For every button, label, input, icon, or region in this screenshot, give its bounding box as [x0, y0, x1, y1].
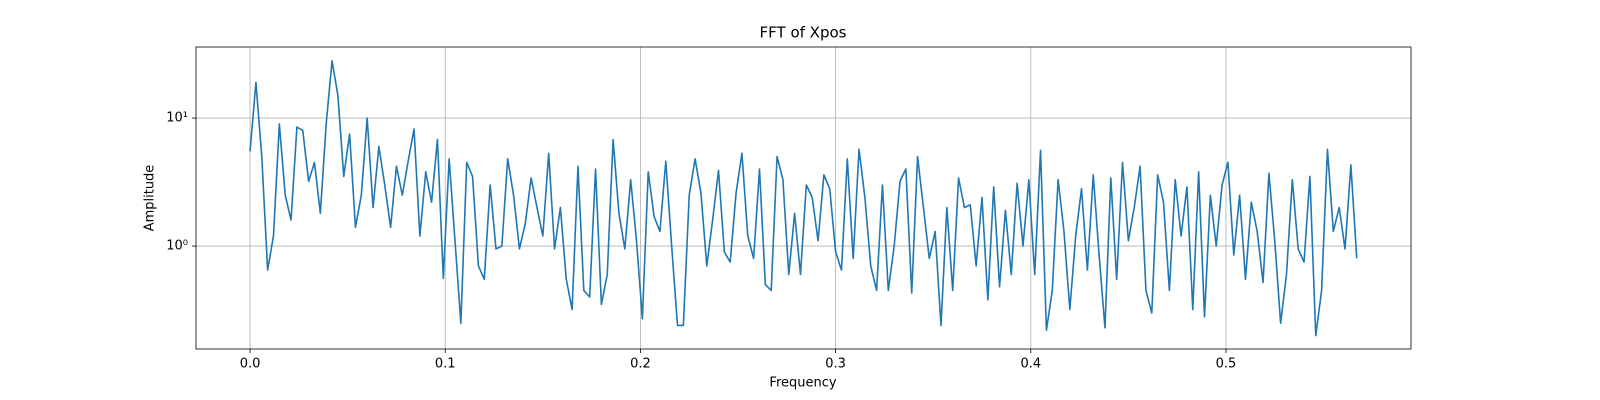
x-axis-label: Frequency: [769, 376, 836, 391]
x-tick-label: 0.2: [630, 357, 651, 372]
x-tick-label: 0.3: [825, 357, 846, 372]
plot-frame: [195, 46, 1412, 350]
y-tick-label: 10¹: [166, 111, 188, 126]
x-tick-label: 0.1: [435, 357, 456, 372]
chart-title: FFT of Xpos: [760, 24, 847, 42]
y-tick-label: 10⁰: [166, 239, 188, 254]
x-tick-label: 0.0: [240, 357, 261, 372]
y-axis-label: Amplitude: [143, 165, 158, 232]
x-tick-label: 0.4: [1020, 357, 1041, 372]
x-tick-label: 0.5: [1216, 357, 1237, 372]
data-line: [249, 60, 1358, 337]
